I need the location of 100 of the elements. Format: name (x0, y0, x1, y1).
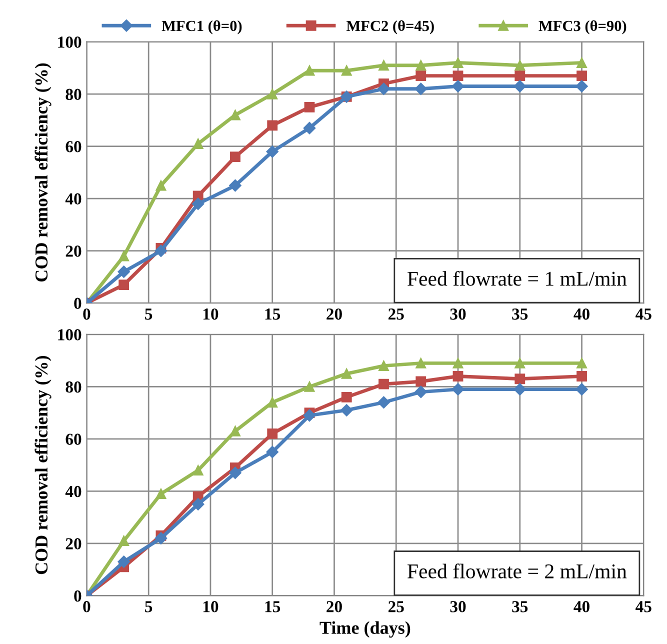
point (514, 358, 526, 368)
point (266, 145, 278, 158)
point (229, 179, 242, 192)
point (514, 80, 526, 92)
y-axis-title: COD removal efficiency (%) (34, 356, 52, 574)
point (154, 532, 168, 544)
x-tick-label: 30 (450, 308, 466, 320)
point (452, 358, 464, 368)
annotation: Feed flowrate = 1 mL/min (408, 270, 627, 286)
point (341, 392, 352, 402)
x-tick-label: 40 (574, 601, 590, 612)
point (304, 65, 315, 76)
x-tick-label: 35 (512, 308, 528, 320)
x-tick-label: 35 (512, 601, 528, 612)
point (576, 383, 588, 396)
point (576, 80, 588, 92)
point (192, 465, 204, 476)
point (514, 374, 526, 384)
point (576, 371, 587, 382)
y-tick-label: 0 (74, 298, 82, 310)
point (230, 110, 240, 120)
x-tick-label: 10 (203, 308, 218, 320)
y-tick-label: 20 (66, 538, 82, 550)
y-tick-label: 100 (58, 329, 82, 340)
y-tick-label: 60 (66, 141, 82, 152)
point (514, 60, 526, 71)
legend-label: MFC3 (θ=90) (538, 20, 626, 34)
point (156, 180, 166, 191)
point (229, 466, 242, 480)
x-tick-label: 15 (265, 601, 280, 612)
point (452, 70, 464, 82)
point (452, 371, 464, 382)
point (378, 378, 389, 390)
point (266, 446, 278, 458)
point (192, 198, 204, 210)
point (576, 58, 587, 68)
x-tick-label: 45 (636, 601, 652, 612)
annotation: Feed flowrate = 2 mL/min (408, 564, 627, 578)
point (267, 120, 278, 131)
point (378, 60, 389, 71)
y-tick-label: 60 (66, 434, 82, 445)
y-axis-title: COD removal efficiency (%) (34, 63, 52, 282)
legend-label: MFC1 (θ=0) (162, 20, 242, 34)
point (576, 358, 587, 368)
point (341, 368, 352, 379)
point (118, 556, 130, 568)
point (118, 266, 130, 278)
point (118, 280, 130, 290)
legend-label: MFC2 (θ=45) (346, 20, 434, 34)
y-tick-label: 80 (66, 88, 82, 100)
x-axis-title: Time (days) (320, 621, 410, 638)
y-tick-label: 40 (65, 193, 82, 205)
point (118, 250, 130, 262)
point (303, 409, 316, 422)
x-tick-label: 10 (203, 601, 218, 612)
point (452, 58, 464, 68)
point (304, 102, 315, 112)
x-tick-label: 20 (326, 601, 342, 612)
x-tick-label: 40 (574, 308, 590, 320)
point (416, 376, 426, 387)
point (340, 404, 353, 416)
point (156, 488, 166, 500)
point (303, 122, 316, 134)
x-tick-label: 30 (450, 601, 466, 612)
point (267, 428, 278, 439)
point (341, 65, 352, 76)
point (514, 70, 526, 82)
point (154, 244, 168, 257)
point (414, 82, 427, 95)
x-tick-label: 15 (265, 308, 280, 320)
point (378, 396, 390, 408)
y-tick-label: 40 (65, 486, 82, 498)
x-tick-label: 45 (636, 308, 652, 320)
point (378, 360, 389, 372)
point (416, 358, 426, 368)
point (416, 70, 426, 82)
point (267, 397, 278, 408)
y-tick-label: 80 (66, 381, 82, 393)
point (452, 383, 464, 396)
point (416, 60, 426, 71)
x-tick-label: 0 (83, 308, 90, 320)
x-tick-label: 0 (83, 601, 90, 612)
point (230, 426, 240, 436)
point (378, 82, 390, 95)
point (230, 152, 240, 162)
x-tick-label: 25 (388, 601, 404, 612)
point (192, 138, 204, 149)
y-tick-label: 20 (66, 246, 82, 257)
y-tick-label: 100 (58, 36, 82, 48)
point (267, 88, 278, 100)
x-tick-label: 5 (145, 308, 152, 320)
y-tick-label: 0 (74, 590, 82, 602)
point (514, 383, 526, 396)
x-tick-label: 25 (388, 308, 404, 320)
point (414, 386, 427, 398)
x-tick-label: 5 (145, 601, 152, 612)
point (192, 498, 204, 510)
point (576, 70, 587, 82)
point (304, 381, 315, 392)
x-tick-label: 20 (326, 308, 342, 320)
